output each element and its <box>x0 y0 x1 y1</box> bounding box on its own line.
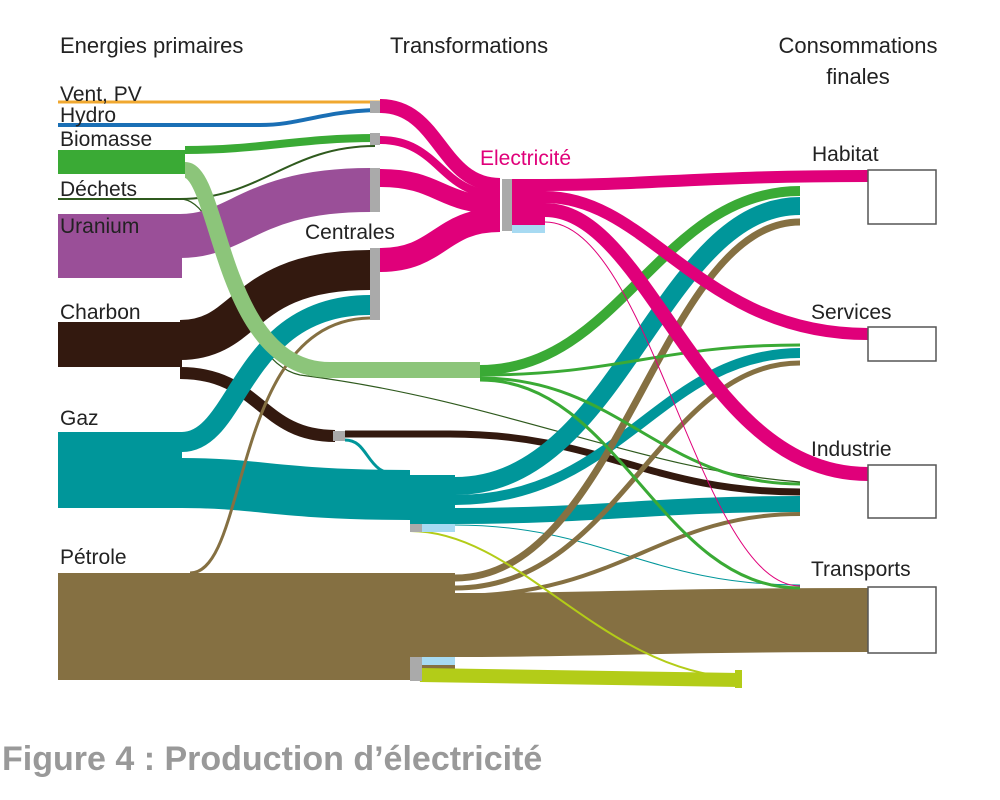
label-industrie: Industrie <box>811 438 892 461</box>
flow-gaz-to-services <box>454 348 801 505</box>
flow-gaz-to-transports <box>454 524 801 586</box>
gaz-main-band <box>410 475 455 532</box>
petrole-source-bar <box>58 573 455 680</box>
node-biomasse-grey <box>370 133 380 145</box>
flow-petrole-to-services <box>454 360 801 591</box>
label-biomasse: Biomasse <box>60 128 152 151</box>
flow-gaz-to-centrales <box>180 295 371 452</box>
figure-caption: Figure 4 : Production d’électricité <box>2 740 543 778</box>
header-final-line1: Consommations <box>779 33 938 58</box>
flow-gaz-to-habitat <box>454 197 801 495</box>
transport-green-end <box>735 670 742 688</box>
flow-biomasse-to-transports <box>479 378 801 590</box>
node-gaz-grey <box>410 524 422 532</box>
industrie-box <box>867 464 937 519</box>
flow-green-to-transports-band <box>419 668 741 687</box>
habitat-box <box>867 169 937 225</box>
label-services: Services <box>811 301 892 324</box>
flow-petrole-to-industrie <box>454 512 801 598</box>
node-uranium-grey <box>370 168 380 212</box>
node-electricite-grey <box>502 179 512 231</box>
node-vent-hydro-grey <box>370 101 380 113</box>
flow-gaz-to-industrie <box>454 496 801 524</box>
label-uranium: Uranium <box>60 215 139 238</box>
flow-uranium-to-centrales <box>58 168 371 258</box>
node-petrole-grey <box>410 657 422 681</box>
label-charbon: Charbon <box>60 301 141 324</box>
flow-elec-to-transports <box>544 221 801 587</box>
flow-biomasse-to-industrie <box>479 376 801 486</box>
flow-biomasse-to-elec <box>379 136 501 199</box>
node-petrole-losses <box>420 657 455 665</box>
label-centrales: Centrales <box>305 221 395 244</box>
gaz-source-bar <box>58 432 182 508</box>
flow-dechets-to-electricite <box>58 145 376 200</box>
node-charbon-small <box>333 431 345 441</box>
header-primary: Energies primaires <box>60 33 243 58</box>
uranium-source-bar <box>58 236 182 278</box>
flow-petrole-to-transports <box>454 588 869 657</box>
label-hydro: Hydro <box>60 104 116 127</box>
flow-biomasse-to-chaleur <box>182 162 480 378</box>
label-dechets: Déchets <box>60 178 137 201</box>
flows <box>58 99 869 687</box>
label-petrole: Pétrole <box>60 546 127 569</box>
flow-hydro-to-electricite <box>58 108 376 127</box>
node-electricite-losses <box>512 225 545 233</box>
charbon-source-bar <box>58 322 182 367</box>
flow-charbon-to-industrie <box>345 430 801 496</box>
flow-elec-to-services <box>544 191 869 340</box>
labels: Energies primaires Transformations Conso… <box>60 33 937 581</box>
services-box <box>867 326 937 362</box>
header-transformations: Transformations <box>390 33 548 58</box>
nodes <box>333 101 742 688</box>
flow-charbon-to-small-node <box>179 367 336 442</box>
flow-gaz-to-main <box>181 458 411 520</box>
flow-petrole-to-habitat <box>454 218 801 582</box>
flow-petrole-to-centrales <box>189 316 371 575</box>
label-electricite: Electricité <box>480 147 571 170</box>
sinks <box>867 169 937 654</box>
flow-centrales-to-elec <box>379 208 501 272</box>
node-centrales-grey <box>370 248 380 320</box>
label-vent: Vent, PV <box>60 83 142 106</box>
flow-green-to-transports-lower <box>409 530 741 679</box>
flow-elec-to-habitat <box>544 170 869 191</box>
flow-elec-to-industrie <box>544 203 869 481</box>
transports-box <box>867 586 937 654</box>
flow-vent-hydro-to-elec <box>379 99 501 192</box>
biomasse-source-bar <box>58 150 185 174</box>
label-transports: Transports <box>811 558 911 581</box>
header-final-line2: finales <box>826 64 890 89</box>
label-gaz: Gaz <box>60 407 99 430</box>
electricite-band <box>512 179 545 225</box>
label-habitat: Habitat <box>812 143 879 166</box>
flow-uranium-to-elec <box>379 169 501 214</box>
flow-biomasse-to-electricite <box>184 134 376 154</box>
flow-biomasse-to-services <box>479 343 801 377</box>
node-gaz-losses <box>420 524 455 532</box>
